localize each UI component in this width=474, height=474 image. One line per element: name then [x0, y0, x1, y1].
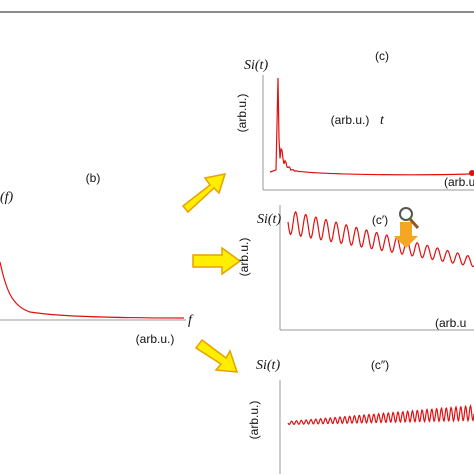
x-unit: (arb.u [435, 316, 466, 330]
magnifier [408, 218, 420, 229]
y-var: Si(t) [256, 358, 280, 373]
x-unit: (arb.u.) [331, 113, 370, 127]
curve [0, 261, 185, 319]
panel-label: (b) [86, 171, 101, 185]
panel-label: (c′) [372, 213, 388, 227]
curve [287, 211, 474, 268]
x-var: f [188, 313, 194, 328]
magnify-arrow [394, 222, 418, 248]
y-label: (f) [0, 190, 14, 205]
arrow [192, 246, 242, 276]
panel-label: (c) [375, 49, 389, 63]
y-var: Si(t) [257, 212, 281, 227]
y-unit: (arb.u.) [247, 401, 261, 440]
y-unit: (arb.u.) [237, 238, 251, 277]
marker [469, 170, 474, 176]
y-unit: (arb.u.) [235, 94, 249, 133]
x-unit: (arb.u.) [136, 332, 175, 346]
arrow [181, 173, 227, 214]
y-var: Si(t) [244, 58, 268, 73]
x-unit-corner: (arb.u. [444, 175, 474, 189]
magnifier [399, 207, 413, 221]
curve [287, 403, 474, 426]
curve [269, 77, 471, 176]
arrow [194, 338, 239, 373]
x-var: t [380, 113, 385, 128]
panel-label: (c″) [371, 358, 389, 372]
